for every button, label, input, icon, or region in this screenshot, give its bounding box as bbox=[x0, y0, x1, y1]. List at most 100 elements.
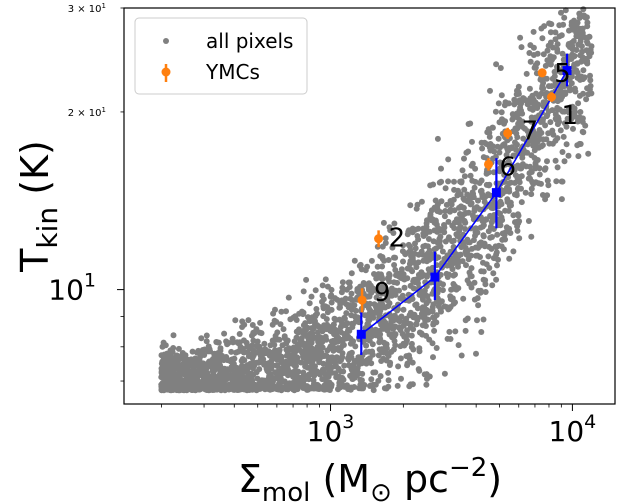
pixel-point bbox=[519, 154, 526, 161]
pixel-point bbox=[558, 32, 565, 39]
pixel-point bbox=[545, 108, 552, 115]
pixel-point bbox=[261, 340, 268, 347]
pixel-point bbox=[588, 43, 595, 50]
pixel-point bbox=[211, 379, 218, 386]
pixel-point bbox=[348, 306, 355, 313]
ymc-point bbox=[503, 128, 513, 138]
pixel-point bbox=[522, 189, 529, 196]
pixel-point bbox=[416, 345, 423, 352]
pixel-point bbox=[174, 352, 181, 359]
pixel-point bbox=[532, 160, 539, 167]
pixel-point bbox=[392, 342, 399, 349]
pixel-point bbox=[575, 41, 582, 48]
pixel-point bbox=[184, 362, 191, 369]
pixel-point bbox=[480, 316, 487, 323]
pixel-point bbox=[415, 225, 422, 232]
pixel-point bbox=[474, 317, 480, 324]
pixel-point bbox=[250, 365, 256, 372]
pixel-point bbox=[427, 213, 434, 220]
pixel-point bbox=[580, 67, 587, 74]
pixel-point bbox=[336, 373, 343, 380]
legend: all pixels YMCs bbox=[134, 17, 308, 95]
pixel-point bbox=[301, 348, 308, 354]
pixel-point bbox=[506, 188, 513, 195]
pixel-point bbox=[320, 296, 327, 303]
pixel-point bbox=[475, 197, 481, 204]
pixel-point bbox=[283, 352, 290, 359]
pixel-point bbox=[502, 118, 509, 125]
y-tick-label: 3 × 101 bbox=[68, 2, 106, 15]
pixel-point bbox=[354, 372, 361, 379]
pixel-point bbox=[279, 384, 286, 391]
pixel-point bbox=[499, 230, 506, 237]
pixel-point bbox=[302, 384, 308, 390]
pixel-point bbox=[392, 291, 399, 298]
pixel-point bbox=[412, 245, 419, 252]
pixel-point bbox=[512, 139, 518, 146]
pixel-point bbox=[318, 353, 325, 360]
pixel-point bbox=[390, 324, 397, 330]
pixel-point bbox=[394, 382, 401, 389]
pixel-point bbox=[410, 326, 417, 333]
pixel-point bbox=[487, 141, 494, 147]
pixel-point bbox=[278, 308, 285, 315]
pixel-point bbox=[369, 309, 375, 316]
pixel-point bbox=[497, 65, 504, 71]
pixel-point bbox=[407, 202, 414, 209]
pixel-point bbox=[557, 127, 564, 134]
pixel-point bbox=[405, 332, 411, 338]
pixel-point bbox=[161, 351, 168, 358]
pixel-point bbox=[575, 31, 582, 38]
pixel-point bbox=[300, 369, 307, 376]
pixel-point bbox=[432, 197, 439, 204]
pixel-point bbox=[532, 138, 539, 145]
pixel-point bbox=[246, 371, 253, 378]
pixel-point bbox=[500, 142, 507, 148]
pixel-point bbox=[426, 336, 433, 343]
pixel-point bbox=[415, 251, 422, 258]
pixel-point bbox=[409, 257, 416, 264]
pixel-point bbox=[324, 321, 330, 328]
pixel-point bbox=[385, 275, 392, 282]
pixel-point bbox=[451, 219, 458, 226]
legend-label-pixels: all pixels bbox=[206, 29, 293, 53]
pixel-point bbox=[464, 277, 471, 284]
pixel-point bbox=[229, 335, 236, 342]
pixel-point bbox=[424, 293, 431, 300]
pixel-point bbox=[425, 266, 432, 273]
pixel-point bbox=[315, 346, 322, 353]
pixel-point bbox=[205, 348, 212, 355]
pixel-point bbox=[397, 355, 404, 362]
pixel-point bbox=[254, 338, 261, 345]
pixel-point bbox=[576, 140, 583, 147]
pixel-point bbox=[414, 201, 421, 208]
pixel-point bbox=[345, 385, 352, 391]
pixel-point bbox=[198, 335, 205, 342]
pixel-point bbox=[537, 76, 544, 83]
pixel-point bbox=[559, 149, 566, 155]
pixel-point bbox=[468, 284, 475, 291]
pixel-point bbox=[433, 345, 440, 351]
pixel-point bbox=[494, 262, 500, 269]
pixel-point bbox=[274, 363, 281, 370]
pixel-point bbox=[284, 361, 291, 368]
pixel-point bbox=[265, 362, 272, 369]
pixel-point bbox=[538, 90, 545, 97]
pixel-point bbox=[548, 83, 555, 90]
pixel-point bbox=[538, 25, 545, 32]
pixel-point bbox=[478, 329, 485, 335]
pixel-point bbox=[420, 243, 427, 250]
pixel-point bbox=[287, 316, 294, 323]
pixel-point bbox=[483, 181, 490, 188]
pixel-point bbox=[544, 47, 551, 54]
pixel-point bbox=[588, 49, 595, 56]
x-axis-label: Σmol (M⊙ pc−2) bbox=[238, 453, 502, 502]
pixel-point bbox=[232, 379, 239, 386]
pixel-point bbox=[502, 99, 509, 106]
pixel-point bbox=[320, 313, 327, 320]
pixel-point bbox=[460, 204, 467, 211]
pixel-point bbox=[258, 330, 265, 337]
pixel-point bbox=[549, 75, 556, 82]
pixel-point bbox=[415, 280, 421, 287]
pixel-point bbox=[544, 192, 551, 199]
